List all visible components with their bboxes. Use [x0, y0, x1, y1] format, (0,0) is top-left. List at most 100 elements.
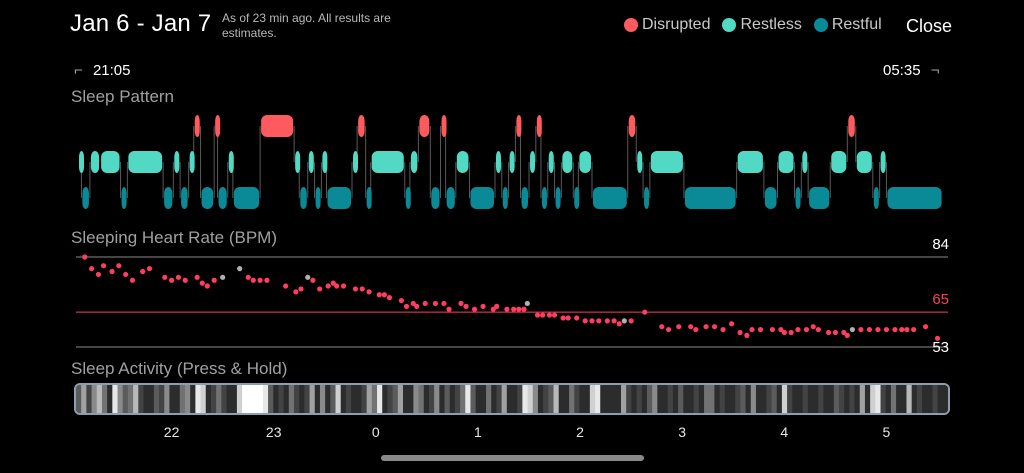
heart-rate-point	[463, 303, 469, 309]
activity-bar	[735, 385, 741, 413]
heart-rate-point	[293, 289, 299, 295]
home-indicator[interactable]	[381, 455, 644, 461]
activity-bar	[506, 385, 513, 413]
activity-bar	[76, 385, 82, 413]
time-range-end: 05:35 ¬	[883, 62, 939, 79]
heart-rate-point	[95, 271, 102, 278]
heart-rate-point	[778, 326, 784, 333]
activity-bar	[792, 385, 799, 413]
activity-bar	[408, 385, 414, 413]
heart-rate-point	[366, 289, 372, 295]
activity-bar	[527, 385, 534, 413]
activity-bar	[143, 385, 150, 413]
activity-bar	[185, 385, 191, 413]
activity-bar	[719, 385, 726, 413]
stage-legend: Disrupted Restless Restful	[624, 16, 894, 34]
heart-rate-point	[490, 306, 496, 312]
corner-bracket-left-icon: ⌐	[74, 62, 83, 79]
activity-bar	[839, 385, 845, 413]
activity-bar	[704, 385, 710, 413]
sleep-segment-restless	[90, 151, 100, 173]
heart-rate-point	[410, 300, 416, 307]
hour-label: 0	[371, 424, 380, 440]
activity-bar	[631, 385, 638, 413]
hour-label: 23	[265, 424, 282, 440]
heart-rate-point	[82, 254, 88, 260]
sleep-segment-restless	[189, 151, 195, 173]
sleep-segment-restless	[530, 151, 536, 173]
max-bpm-label: 84	[932, 236, 949, 253]
sleep-segment-restful	[431, 187, 440, 209]
sleep-segment-restful	[555, 187, 561, 209]
sleep-segment-restless	[650, 151, 683, 173]
activity-bar	[522, 385, 529, 413]
heart-rate-point	[100, 263, 107, 269]
heart-rate-point	[844, 332, 850, 338]
heart-rate-point	[140, 268, 146, 275]
activity-bar	[382, 385, 389, 413]
activity-bar	[761, 385, 767, 413]
heart-rate-point	[264, 277, 270, 283]
heart-rate-point	[524, 300, 530, 307]
sleep-segment-restless	[880, 151, 886, 173]
heart-rate-point	[616, 321, 622, 327]
heart-rate-point	[480, 303, 486, 309]
activity-bar	[667, 385, 674, 413]
heart-rate-point	[551, 312, 558, 318]
hour-label: 2	[576, 424, 584, 440]
heart-rate-point	[540, 312, 546, 318]
sleep-pattern-chart[interactable]	[0, 108, 1024, 218]
activity-bar	[678, 385, 684, 413]
sleep-segment-restful	[164, 187, 173, 209]
close-button[interactable]: Close	[906, 16, 953, 36]
activity-bar	[216, 385, 222, 413]
activity-bar	[86, 385, 93, 413]
heart-rate-point	[162, 274, 168, 280]
activity-bar	[319, 385, 326, 413]
sleep-activity-bars	[76, 385, 948, 413]
activity-bar	[262, 385, 269, 413]
sleep-segment-disrupted	[358, 115, 365, 137]
heart-rate-point	[849, 326, 855, 333]
activity-bar	[922, 385, 928, 413]
activity-bar	[444, 385, 451, 413]
sleep-segment-restful	[233, 187, 260, 209]
activity-bar	[615, 385, 622, 413]
heart-rate-point	[693, 326, 699, 333]
sleep-segment-restless	[410, 151, 418, 173]
heart-rate-point	[589, 318, 595, 324]
sleep-segment-disrupted	[848, 115, 855, 137]
activity-bar	[242, 385, 248, 413]
sleep-segment-restless	[856, 151, 872, 173]
activity-bar	[294, 385, 300, 413]
activity-bar	[636, 385, 643, 413]
activity-bar	[672, 385, 679, 413]
hour-label: 1	[474, 424, 482, 440]
estimate-note: As of 23 min ago. All results are estima…	[222, 11, 391, 40]
heart-rate-point	[688, 324, 694, 330]
end-time-label: 05:35	[883, 62, 921, 79]
sleep-segment-restful	[315, 187, 321, 209]
activity-bar	[345, 385, 352, 413]
heart-rate-point	[494, 303, 500, 309]
activity-bar	[81, 385, 87, 413]
activity-bar	[278, 385, 285, 413]
sleep-segment-restless	[228, 151, 234, 173]
activity-bar	[486, 385, 492, 413]
activity-bar	[688, 385, 695, 413]
activity-bar	[569, 385, 575, 413]
activity-bar	[927, 385, 934, 413]
heart-rate-point	[659, 324, 665, 330]
heart-rate-point	[194, 274, 200, 280]
sleep-segment-disrupted	[536, 115, 542, 137]
heart-rate-point	[298, 286, 304, 292]
activity-bar	[823, 385, 830, 413]
heart-rate-point	[334, 283, 340, 289]
heart-rate-point	[904, 326, 910, 333]
activity-bar	[553, 385, 560, 413]
heart-rate-point	[340, 283, 347, 289]
heart-rate-point	[560, 315, 566, 321]
heart-rate-point	[781, 329, 787, 336]
start-time-label: 21:05	[92, 62, 131, 79]
sleep-activity-strip[interactable]	[74, 383, 950, 415]
